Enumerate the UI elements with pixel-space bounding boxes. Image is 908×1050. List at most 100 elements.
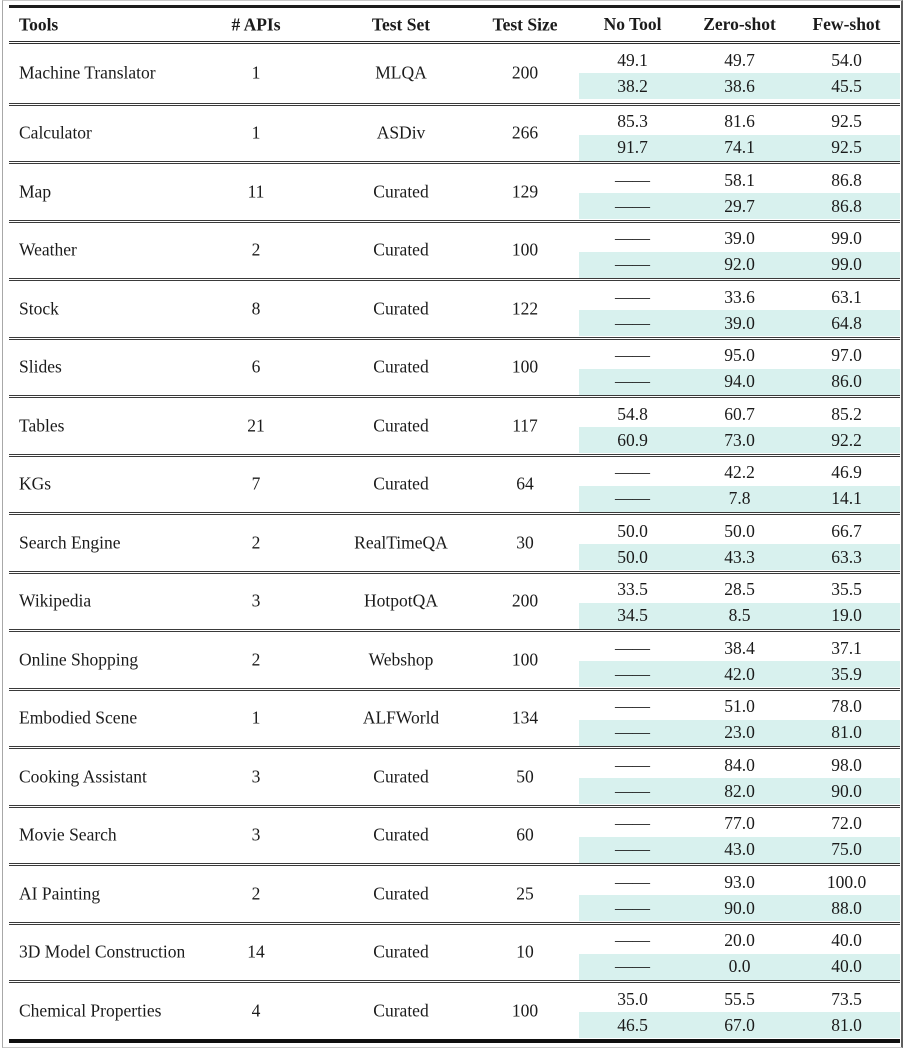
apis-count-cell: 3 <box>251 766 261 787</box>
no-tool-score: 35.0 <box>617 988 648 1009</box>
few-shot-score: 86.8 <box>831 195 862 216</box>
table-row: Search Engine 2 RealTimeQA 30 50.0 50.0 … <box>9 512 900 571</box>
apis-count-cell: 1 <box>251 707 261 728</box>
score-subrow-highlighted: 34.5 8.5 19.0 <box>579 602 900 629</box>
no-tool-score: —— <box>615 254 650 274</box>
table-row: Tables 21 Curated 117 54.8 60.7 85.2 60.… <box>9 395 900 454</box>
zero-shot-score: 38.4 <box>724 637 755 658</box>
test-set-cell: Curated <box>373 473 429 494</box>
zero-shot-score: 43.0 <box>724 839 755 859</box>
score-subrow-top: 33.5 28.5 35.5 <box>579 577 900 603</box>
test-size-cell: 122 <box>511 298 539 319</box>
no-tool-score: 54.8 <box>617 403 648 424</box>
score-subrow-top: 54.8 60.7 85.2 <box>579 401 900 427</box>
col-header-few-shot: Few-shot <box>812 14 881 34</box>
test-size-cell: 50 <box>516 766 534 787</box>
no-tool-score: —— <box>615 871 650 892</box>
table-row: Machine Translator 1 MLQA 200 49.1 49.7 … <box>9 44 900 103</box>
test-set-cell: ASDiv <box>376 122 426 143</box>
score-subrow-highlighted: 38.2 38.6 45.5 <box>579 73 900 99</box>
table-header-row: Tools # APIs Test Set Test Size No Tool … <box>9 8 900 44</box>
tool-name-cell: Embodied Scene <box>19 707 138 728</box>
apis-count-cell: 1 <box>251 122 261 143</box>
no-tool-score: 34.5 <box>617 605 648 625</box>
zero-shot-score: 82.0 <box>724 780 755 801</box>
no-tool-score: —— <box>615 312 650 333</box>
score-subrow-top: —— 42.2 46.9 <box>579 460 900 486</box>
no-tool-score: 49.1 <box>617 49 648 70</box>
apis-count-cell: 1 <box>251 62 261 83</box>
zero-shot-score: 39.0 <box>724 312 755 333</box>
zero-shot-score: 94.0 <box>724 371 755 391</box>
test-size-cell: 129 <box>511 181 539 202</box>
few-shot-score: 86.8 <box>831 169 862 190</box>
tool-name-cell: Stock <box>19 298 59 319</box>
zero-shot-score: 81.6 <box>724 111 755 131</box>
col-header-no-tool: No Tool <box>603 14 662 34</box>
zero-shot-score: 42.2 <box>724 462 755 482</box>
zero-shot-score: 7.8 <box>728 488 751 508</box>
no-tool-score: —— <box>615 780 650 801</box>
few-shot-score: 45.5 <box>831 75 862 96</box>
no-tool-score: 50.0 <box>617 520 648 541</box>
zero-shot-score: 23.0 <box>724 722 755 742</box>
test-set-cell: Curated <box>373 766 429 787</box>
few-shot-score: 54.0 <box>831 49 862 70</box>
test-set-cell: ALFWorld <box>362 707 440 728</box>
no-tool-score: —— <box>615 345 650 365</box>
no-tool-score: —— <box>615 956 650 976</box>
test-set-cell: Curated <box>373 941 429 962</box>
few-shot-score: 90.0 <box>831 780 862 801</box>
zero-shot-score: 8.5 <box>728 605 751 625</box>
no-tool-score: —— <box>615 813 650 833</box>
zero-shot-score: 38.6 <box>724 75 755 96</box>
no-tool-score: —— <box>615 663 650 684</box>
apis-count-cell: 21 <box>247 415 265 436</box>
score-subrow-highlighted: —— 7.8 14.1 <box>579 485 900 512</box>
zero-shot-score: 67.0 <box>724 1014 755 1035</box>
test-size-cell: 60 <box>516 824 534 845</box>
zero-shot-score: 49.7 <box>724 49 755 70</box>
few-shot-score: 92.5 <box>831 137 862 157</box>
col-header-apis: # APIs <box>231 14 281 34</box>
few-shot-score: 37.1 <box>831 637 862 658</box>
test-size-cell: 134 <box>511 707 539 728</box>
test-size-cell: 117 <box>512 415 538 436</box>
zero-shot-score: 55.5 <box>724 988 755 1009</box>
test-size-cell: 25 <box>516 883 534 904</box>
zero-shot-score: 60.7 <box>724 403 755 424</box>
zero-shot-score: 77.0 <box>724 813 755 833</box>
apis-count-cell: 7 <box>251 473 261 494</box>
test-set-cell: Curated <box>373 415 429 436</box>
no-tool-score: —— <box>615 637 650 658</box>
few-shot-score: 86.0 <box>831 371 862 391</box>
score-subrow-top: —— 38.4 37.1 <box>579 635 900 661</box>
no-tool-score: 85.3 <box>617 111 648 131</box>
test-size-cell: 200 <box>511 62 539 83</box>
score-subrow-top: 49.1 49.7 54.0 <box>579 47 900 73</box>
few-shot-score: 72.0 <box>831 813 862 833</box>
few-shot-score: 35.9 <box>831 663 862 684</box>
apis-count-cell: 3 <box>251 590 261 611</box>
zero-shot-score: 84.0 <box>724 754 755 775</box>
score-subrow-top: —— 93.0 100.0 <box>579 869 900 895</box>
score-subrow-highlighted: 91.7 74.1 92.5 <box>579 134 900 161</box>
tool-name-cell: Machine Translator <box>19 62 156 83</box>
no-tool-score: —— <box>615 488 650 508</box>
apis-count-cell: 4 <box>251 1000 261 1021</box>
few-shot-score: 63.3 <box>831 546 862 567</box>
no-tool-score: —— <box>615 930 650 950</box>
apis-count-cell: 2 <box>251 883 261 904</box>
tool-name-cell: Slides <box>19 356 62 377</box>
score-subrow-top: 35.0 55.5 73.5 <box>579 986 900 1012</box>
tool-name-cell: Movie Search <box>19 824 117 845</box>
table-row: Weather 2 Curated 100 —— 39.0 99.0 —— 92… <box>9 219 900 279</box>
col-header-test-set: Test Set <box>371 14 431 34</box>
tool-name-cell: Tables <box>19 415 65 436</box>
score-subrow-highlighted: —— 39.0 64.8 <box>579 310 900 336</box>
test-set-cell: Curated <box>373 298 429 319</box>
test-set-cell: Curated <box>373 1000 429 1021</box>
few-shot-score: 78.0 <box>831 696 862 716</box>
test-set-cell: Curated <box>373 356 429 377</box>
few-shot-score: 40.0 <box>831 956 862 976</box>
